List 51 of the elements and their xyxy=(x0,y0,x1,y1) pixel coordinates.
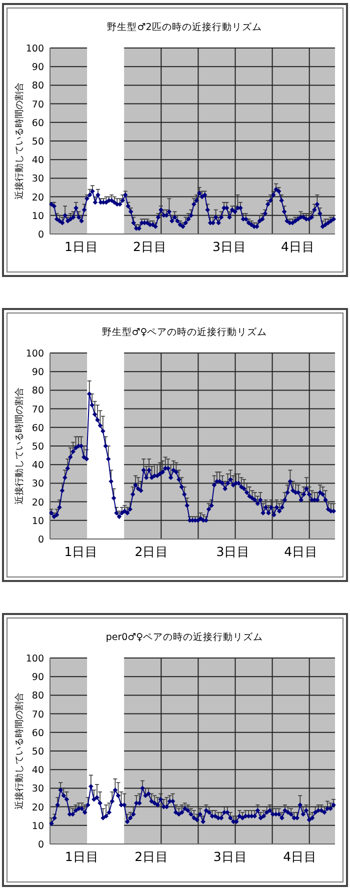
y-tick-label: 0 xyxy=(38,230,44,240)
x-tick-label: 2日目 xyxy=(133,239,167,254)
x-tick-label: 1日目 xyxy=(64,544,98,559)
chart-title: 野生型♂♀ペアの時の近接行動リズム xyxy=(102,326,268,338)
y-tick-label: 70 xyxy=(32,99,44,110)
chart-title: 野生型♂2匹の時の近接行動リズム xyxy=(107,21,262,33)
y-tick-label: 10 xyxy=(32,210,44,222)
y-tick-label: 20 xyxy=(32,802,44,814)
y-tick-label: 40 xyxy=(32,460,44,472)
x-tick-label: 4日目 xyxy=(281,239,315,254)
y-tick-label: 50 xyxy=(32,746,44,758)
y-tick-label: 70 xyxy=(32,709,44,720)
y-tick-label: 80 xyxy=(32,690,44,702)
chart-title: per0♂♀ペアの時の近接行動リズム xyxy=(106,631,264,643)
y-tick-label: 70 xyxy=(32,404,44,416)
y-tick-label: 30 xyxy=(32,478,44,490)
y-tick-label: 60 xyxy=(32,118,44,129)
y-tick-label: 10 xyxy=(32,820,44,832)
x-tick-label: 2日目 xyxy=(134,544,169,559)
y-tick-label: 60 xyxy=(32,422,44,434)
y-tick-label: 0 xyxy=(38,534,44,546)
y-tick-label: 90 xyxy=(32,672,44,684)
x-tick-label: 1日目 xyxy=(64,849,99,864)
y-axis-title: 近接行動している時間の割合 xyxy=(14,82,25,200)
y-tick-label: 10 xyxy=(32,516,44,527)
x-tick-label: 2日目 xyxy=(134,849,169,864)
y-tick-label: 30 xyxy=(32,174,44,185)
y-tick-label: 60 xyxy=(32,728,44,739)
y-tick-label: 80 xyxy=(32,80,44,92)
y-tick-label: 30 xyxy=(32,784,44,795)
y-tick-label: 100 xyxy=(26,654,44,664)
y-tick-label: 40 xyxy=(32,765,44,776)
y-tick-label: 20 xyxy=(32,497,44,508)
y-tick-label: 100 xyxy=(26,348,44,360)
y-tick-label: 40 xyxy=(32,155,44,166)
y-tick-label: 90 xyxy=(32,367,44,378)
x-tick-label: 3日目 xyxy=(213,849,248,864)
x-tick-label: 4日目 xyxy=(284,544,318,559)
y-tick-label: 20 xyxy=(32,192,44,204)
y-tick-label: 80 xyxy=(32,386,44,397)
y-axis-title: 近接行動している時間の割合 xyxy=(14,388,25,504)
y-axis-title: 近接行動している時間の割合 xyxy=(14,692,25,810)
y-tick-label: 0 xyxy=(38,840,44,850)
x-tick-label: 3日目 xyxy=(216,544,250,559)
x-tick-label: 3日目 xyxy=(212,239,246,254)
y-tick-label: 100 xyxy=(26,44,44,54)
y-tick-label: 50 xyxy=(32,442,44,452)
x-tick-label: 4日目 xyxy=(283,849,318,864)
y-tick-label: 50 xyxy=(32,136,44,148)
y-tick-label: 90 xyxy=(32,62,44,74)
x-tick-label: 1日目 xyxy=(64,239,98,254)
